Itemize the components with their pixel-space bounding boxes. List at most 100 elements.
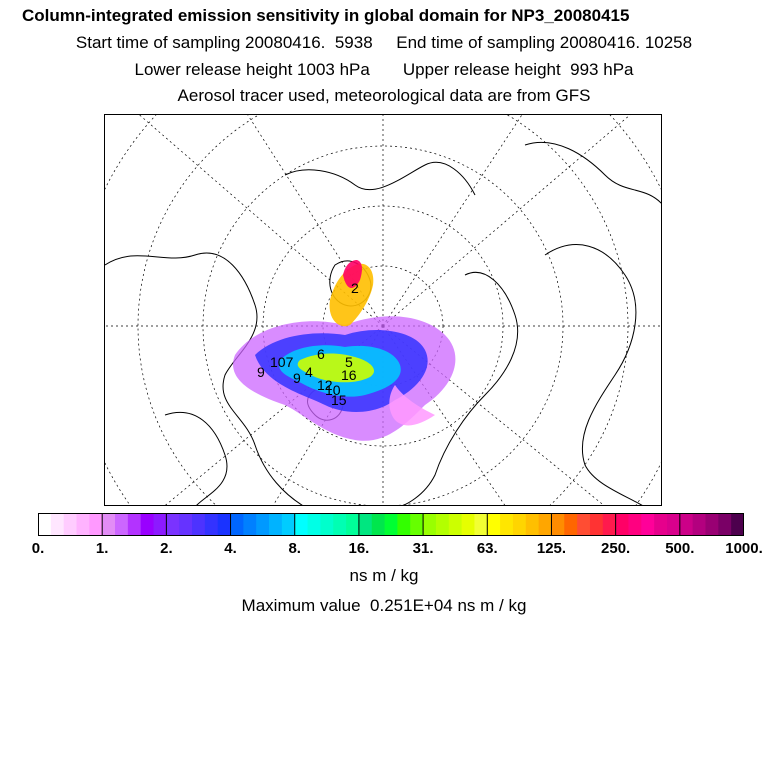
- color-scale-cell: [448, 513, 463, 536]
- tick-label: 250.: [601, 540, 631, 557]
- color-scale-cell: [679, 513, 694, 536]
- color-scale-cell: [397, 513, 411, 536]
- color-scale-cell: [192, 513, 206, 536]
- color-scale-cell: [705, 513, 719, 536]
- plume-north-arm: [329, 263, 374, 327]
- color-scale-cell: [512, 513, 527, 536]
- color-scale-cell: [230, 513, 244, 536]
- coastline-greenland-east: [401, 271, 519, 505]
- color-scale-cell: [243, 513, 257, 536]
- coastline-europe: [544, 244, 643, 505]
- color-scale-cell: [166, 513, 180, 536]
- release-height-line: Lower release height 1003 hPa Upper rele…: [134, 60, 634, 79]
- color-scale-cell: [474, 513, 488, 536]
- plume-label: 16: [341, 367, 357, 383]
- color-scale-cell: [281, 513, 296, 536]
- color-scale-cell: [204, 513, 219, 536]
- color-scale-cell: [333, 513, 347, 536]
- emission-plume: [233, 260, 456, 441]
- figure-title: Column-integrated emission sensitivity i…: [22, 6, 630, 25]
- plume-label: 6: [317, 346, 325, 362]
- color-scale-cell: [256, 513, 270, 536]
- color-scale-cell: [564, 513, 578, 536]
- color-scale-cell: [127, 513, 142, 536]
- color-scale-cell: [500, 513, 514, 536]
- plume-core: [297, 353, 375, 383]
- color-scale-cell: [50, 513, 65, 536]
- plume-label: 10: [325, 382, 341, 398]
- color-scale-cell: [140, 513, 155, 536]
- color-scale-cell: [269, 513, 283, 536]
- color-scale-cell: [461, 513, 475, 536]
- color-scale-cells: [38, 513, 744, 536]
- latitude-circle-40: [105, 115, 661, 505]
- plume-label: 2: [351, 280, 359, 296]
- color-scale-cell: [38, 513, 52, 536]
- plume-label: 4: [305, 364, 313, 380]
- color-scale-cell: [692, 513, 706, 536]
- tick-label: 125.: [536, 540, 567, 557]
- color-scale-cell: [410, 513, 424, 536]
- tick-label: 31.: [412, 540, 434, 557]
- color-scale-cell: [384, 513, 398, 536]
- color-scale-cell: [102, 513, 116, 536]
- coastline-siberia: [524, 141, 661, 204]
- color-scale-cell: [577, 513, 591, 536]
- color-scale-cell: [294, 513, 309, 536]
- coastline-arctic-islands: [284, 161, 476, 196]
- color-scale-cell: [718, 513, 732, 536]
- color-scale-cell: [371, 513, 386, 536]
- color-scale-cell: [320, 513, 334, 536]
- plume-label: 15: [331, 392, 347, 408]
- color-scale-cell: [179, 513, 193, 536]
- meridian: [382, 115, 631, 327]
- tick-label: 0.: [31, 540, 45, 557]
- polar-map: 9 107 6 5 2 4 16 12 15 9 10: [104, 114, 662, 506]
- color-scale-cell: [63, 513, 78, 536]
- tick-label: 1000.: [725, 540, 763, 557]
- color-scale-cell: [654, 513, 668, 536]
- plume-label: 12: [317, 377, 333, 393]
- color-scale-cell: [641, 513, 655, 536]
- tick-label: 2.: [160, 540, 173, 557]
- plume-label: 9: [293, 370, 301, 386]
- meridian: [382, 115, 523, 327]
- plume-peak: [343, 260, 362, 289]
- color-scale-cell: [153, 513, 167, 536]
- color-scale-cell: [487, 513, 501, 536]
- color-scale-cell: [538, 513, 552, 536]
- tick-label: 16.: [348, 540, 370, 557]
- meridian: [382, 325, 506, 505]
- color-scale-cell: [435, 513, 450, 536]
- tick-label: 63.: [476, 540, 498, 557]
- tick-label: 4.: [224, 540, 237, 557]
- plume-label: 9: [257, 364, 265, 380]
- units-label: ns m / kg: [349, 566, 419, 585]
- color-scale-cell: [217, 513, 232, 536]
- color-scale-cell: [358, 513, 373, 536]
- color-scale-cell: [731, 513, 744, 536]
- coastline-hudson-bay: [164, 411, 228, 505]
- color-scale-cell: [307, 513, 321, 536]
- map-canvas: 9 107 6 5 2 4 16 12 15 9 10: [105, 115, 661, 505]
- color-scale-cell: [115, 513, 129, 536]
- color-scale-cell: [551, 513, 565, 536]
- plume-label: 107: [270, 354, 294, 370]
- color-scale-cell: [525, 513, 540, 536]
- color-scale-cell: [589, 513, 604, 536]
- color-scale-cell: [615, 513, 629, 536]
- color-scale-cell: [76, 513, 90, 536]
- color-scale-cell: [628, 513, 642, 536]
- plume-labels: 9 107 6 5 2 4 16 12 15 9 10: [257, 280, 359, 408]
- color-scale-bar: [38, 513, 744, 536]
- tick-label: 8.: [288, 540, 301, 557]
- color-scale-cell: [666, 513, 681, 536]
- graticule: [105, 115, 661, 505]
- sampling-time-line: Start time of sampling 20080416. 5938 En…: [75, 33, 693, 52]
- color-scale-cell: [89, 513, 103, 536]
- color-scale-cell: [602, 513, 617, 536]
- tick-label: 500.: [665, 540, 695, 557]
- plume-label: 5: [345, 354, 353, 370]
- color-scale-cell: [423, 513, 437, 536]
- tracer-info-line: Aerosol tracer used, meteorological data…: [177, 86, 591, 105]
